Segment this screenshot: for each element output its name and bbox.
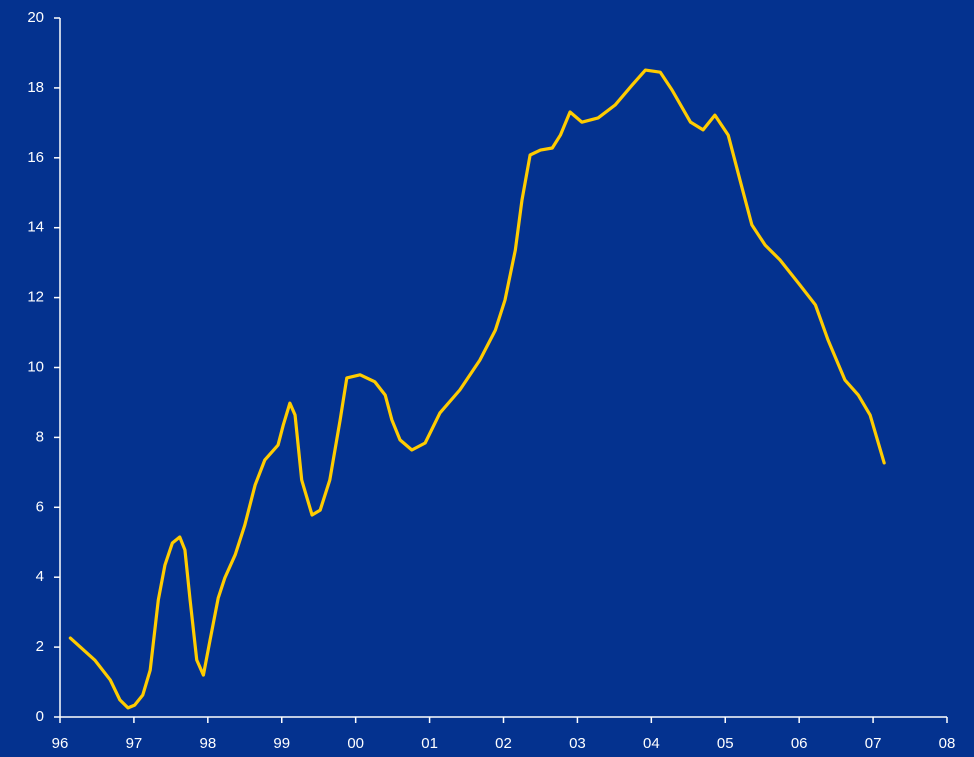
y-tick-label: 0 [36, 708, 44, 725]
x-tick-label: 98 [199, 735, 216, 752]
y-tick-label: 18 [27, 79, 44, 96]
x-tick-label: 01 [421, 735, 438, 752]
x-tick-label: 03 [569, 735, 586, 752]
y-tick-label: 10 [27, 358, 44, 375]
x-tick-label: 97 [126, 735, 143, 752]
x-tick-label: 05 [717, 735, 734, 752]
y-tick-label: 16 [27, 149, 44, 166]
x-tick-label: 07 [865, 735, 882, 752]
x-tick-label: 00 [347, 735, 364, 752]
x-tick-label: 04 [643, 735, 660, 752]
y-tick-label: 14 [27, 219, 44, 236]
x-tick-label: 02 [495, 735, 512, 752]
y-tick-label: 6 [36, 498, 44, 515]
x-tick-label: 99 [273, 735, 290, 752]
y-tick-label: 12 [27, 289, 44, 306]
x-tick-label: 96 [52, 735, 69, 752]
line-series [68, 68, 886, 710]
y-tick-label: 2 [36, 638, 44, 655]
y-tick-label: 20 [27, 9, 44, 26]
y-tick-label: 4 [36, 568, 44, 585]
y-tick-label: 8 [36, 428, 44, 445]
x-tick-label: 06 [791, 735, 808, 752]
x-tick-label: 08 [939, 735, 956, 752]
